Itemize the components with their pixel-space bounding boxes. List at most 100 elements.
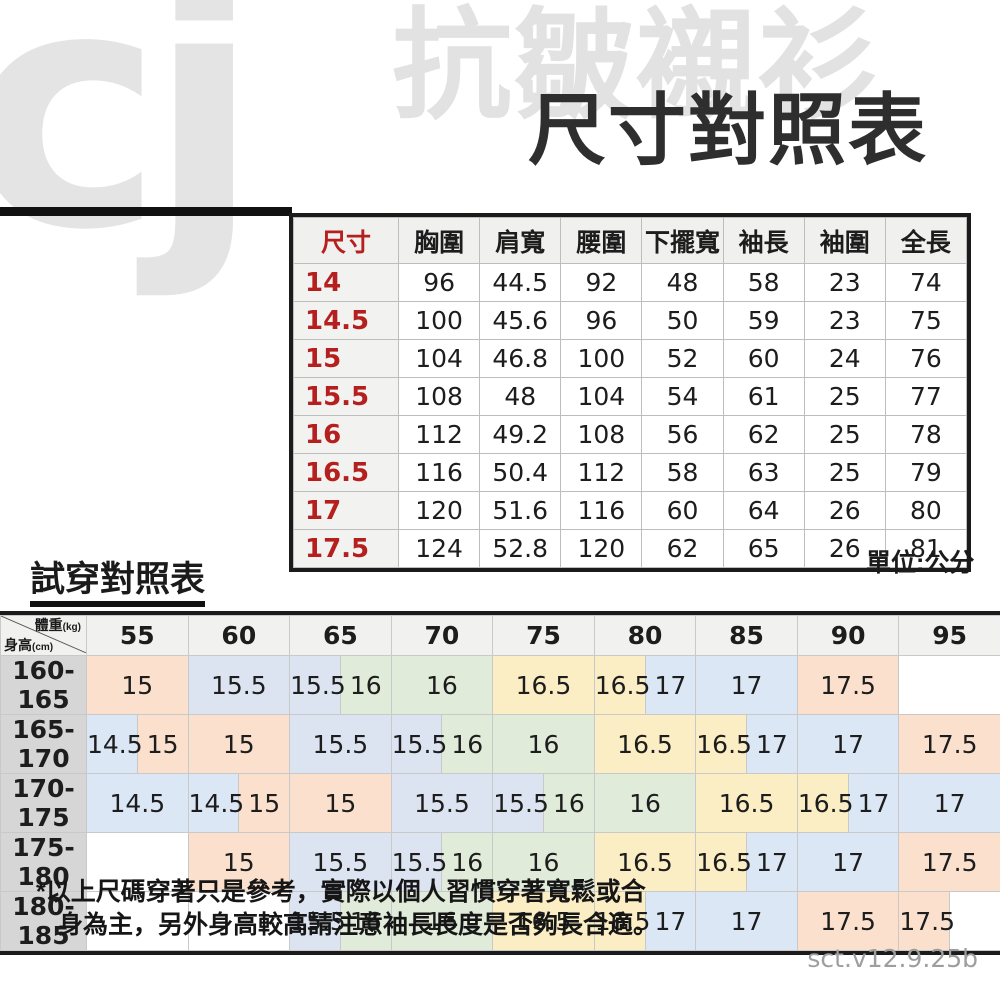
measurement-cell: 23 [803,301,886,340]
recommended-size-cell: 14.5 [187,773,244,833]
measurement-cell: 104 [560,377,643,416]
measurement-cell: 24 [803,339,886,378]
measurement-cell: 108 [398,377,481,416]
measurement-cell: 50 [641,301,724,340]
table-row: 170-175 14.5 14.5 15 15 15.5 15.5 16 16 16.5 16.5 1… [0,773,1000,833]
weight-header-cell: 85 [695,615,798,656]
page-title: 尺寸對照表 [528,86,929,174]
table-row: 14 96 44.5 92 48 58 23 74 [292,263,968,302]
weight-header-cell: 60 [187,615,291,656]
weight-header-cell: 95 [898,615,1000,656]
table-row: 15 104 46.8 100 52 60 24 76 [292,339,968,378]
recommended-size-cell: 17 [644,891,697,951]
recommended-size-cell: 16.5 [796,773,854,833]
measurement-cell: 23 [803,263,886,302]
table-row: 180-185 15.5 16 16 16.5 16.5 17 17 17.5 17.5 [0,891,1000,951]
height-range-cell: 160-165 [0,655,87,715]
measurement-cell: 25 [803,453,886,492]
measurement-cell: 26 [803,491,886,530]
measurement-cell: 63 [722,453,805,492]
measurement-cell: 54 [641,377,724,416]
measurement-cell: 58 [641,453,724,492]
footnote-line-1: *以上尺碼穿著只是參考，實際以個人習慣穿著寬鬆或合 [36,878,646,906]
measurement-cell: 60 [722,339,805,378]
measurement-cell: 56 [641,415,724,454]
recommended-size-cell: 17 [695,655,798,715]
weight-header-cell: 65 [289,615,392,656]
measurement-cell: 48 [479,377,562,416]
recommended-size-cell: 15 [86,655,189,715]
weight-axis-label: 體重(kg) [34,617,81,633]
recommended-size-cell: 15 [289,773,392,833]
measurement-cell: 96 [398,263,481,302]
size-header-hem: 下擺寬 [641,217,724,264]
recommended-size-cell: 15 [187,832,291,892]
size-label-cell: 14.5 [292,301,400,340]
measurement-cell: 62 [722,415,805,454]
height-range-cell: 180-185 [0,891,87,951]
table-row: 15.5 108 48 104 54 61 25 77 [292,377,968,416]
recommended-size-cell: 16.5 [492,655,595,715]
table-row: 16.5 116 50.4 112 58 63 25 79 [292,453,968,492]
recommended-size-cell: 16 [492,714,595,774]
recommended-size-cell [187,891,291,951]
recommended-size-cell: 17.5 [898,832,1000,892]
recommended-size-cell: 16 [390,655,494,715]
version-string: sct.v12.9.25b [807,944,978,973]
size-chart-header-row: 尺寸 胸圍 肩寬 腰圍 下擺寬 袖長 袖圍 全長 [292,217,968,264]
recommended-size-cell: 15.5 [390,714,447,774]
size-header-armhole: 袖圍 [803,217,886,264]
recommended-size-cell: 15.5 [187,655,291,715]
measurement-cell: 52.8 [479,529,562,568]
size-label-cell: 17 [292,491,400,530]
recommended-size-cell: 16 [441,832,494,892]
table-row: 17 120 51.6 116 60 64 26 80 [292,491,968,530]
measurement-cell: 51.6 [479,491,562,530]
recommended-size-cell: 16.5 [695,773,798,833]
size-chart-container: 尺寸 胸圍 肩寬 腰圍 下擺寬 袖長 袖圍 全長 14 96 44.5 92 48 58 2… [289,213,971,572]
table-row: 14.5 100 45.6 96 50 59 23 75 [292,301,968,340]
fit-chart-container: 體重(kg) 身高(cm) 55 60 65 70 75 80 85 90 95 160-165… [0,611,1000,955]
measurement-cell: 75 [884,301,968,340]
recommended-size-cell: 17.5 [898,891,955,951]
height-range-cell: 170-175 [0,773,87,833]
recommended-size-cell: 17 [796,714,900,774]
size-label-cell: 17.5 [292,529,400,568]
measurement-cell: 116 [398,453,481,492]
recommended-size-cell: 15.5 [390,832,447,892]
recommended-size-cell: 15.5 [289,714,392,774]
table-row: 16 112 49.2 108 56 62 25 78 [292,415,968,454]
measurement-cell: 44.5 [479,263,562,302]
measurement-cell: 76 [884,339,968,378]
recommended-size-cell: 16 [390,891,494,951]
product-watermark: 抗皺襯衫 [392,0,880,133]
recommended-size-cell [86,891,189,951]
size-header-sleeve: 袖長 [722,217,805,264]
table-row: 160-165 15 15.5 15.5 16 16 16.5 16.5 17 17 17.5 [0,655,1000,715]
recommended-size-cell: 16 [593,773,697,833]
measurement-cell: 120 [398,491,481,530]
recommended-size-cell: 16.5 [593,655,650,715]
measurement-cell: 46.8 [479,339,562,378]
recommended-size-cell: 15.5 [492,773,549,833]
recommended-size-cell: 16 [339,655,392,715]
top-divider-rule [0,207,292,216]
recommended-size-cell: 14.5 [86,773,189,833]
brand-watermark: cj [0,0,261,302]
measurement-cell: 100 [398,301,481,340]
measurement-cell: 62 [641,529,724,568]
measurement-cell: 26 [803,529,886,568]
axis-corner-cell: 體重(kg) 身高(cm) [0,615,87,656]
recommended-size-cell [86,832,189,892]
measurement-cell: 104 [398,339,481,378]
measurement-cell: 96 [560,301,643,340]
table-row: 165-170 14.5 15 15 15.5 15.5 16 16 16.5 16.5 17 17 1… [0,714,1000,774]
measurement-cell: 77 [884,377,968,416]
measurement-cell: 124 [398,529,481,568]
height-range-cell: 175-180 [0,832,87,892]
recommended-size-cell: 16 [542,773,595,833]
size-header-length: 全長 [884,217,968,264]
diagonal-divider-icon [1,616,86,653]
footnote-line-2: 身為主，另外身高較高請注意袖長長度是否夠長合適。 [58,911,659,939]
fit-chart-table: 體重(kg) 身高(cm) 55 60 65 70 75 80 85 90 95 160-165… [0,615,1000,951]
